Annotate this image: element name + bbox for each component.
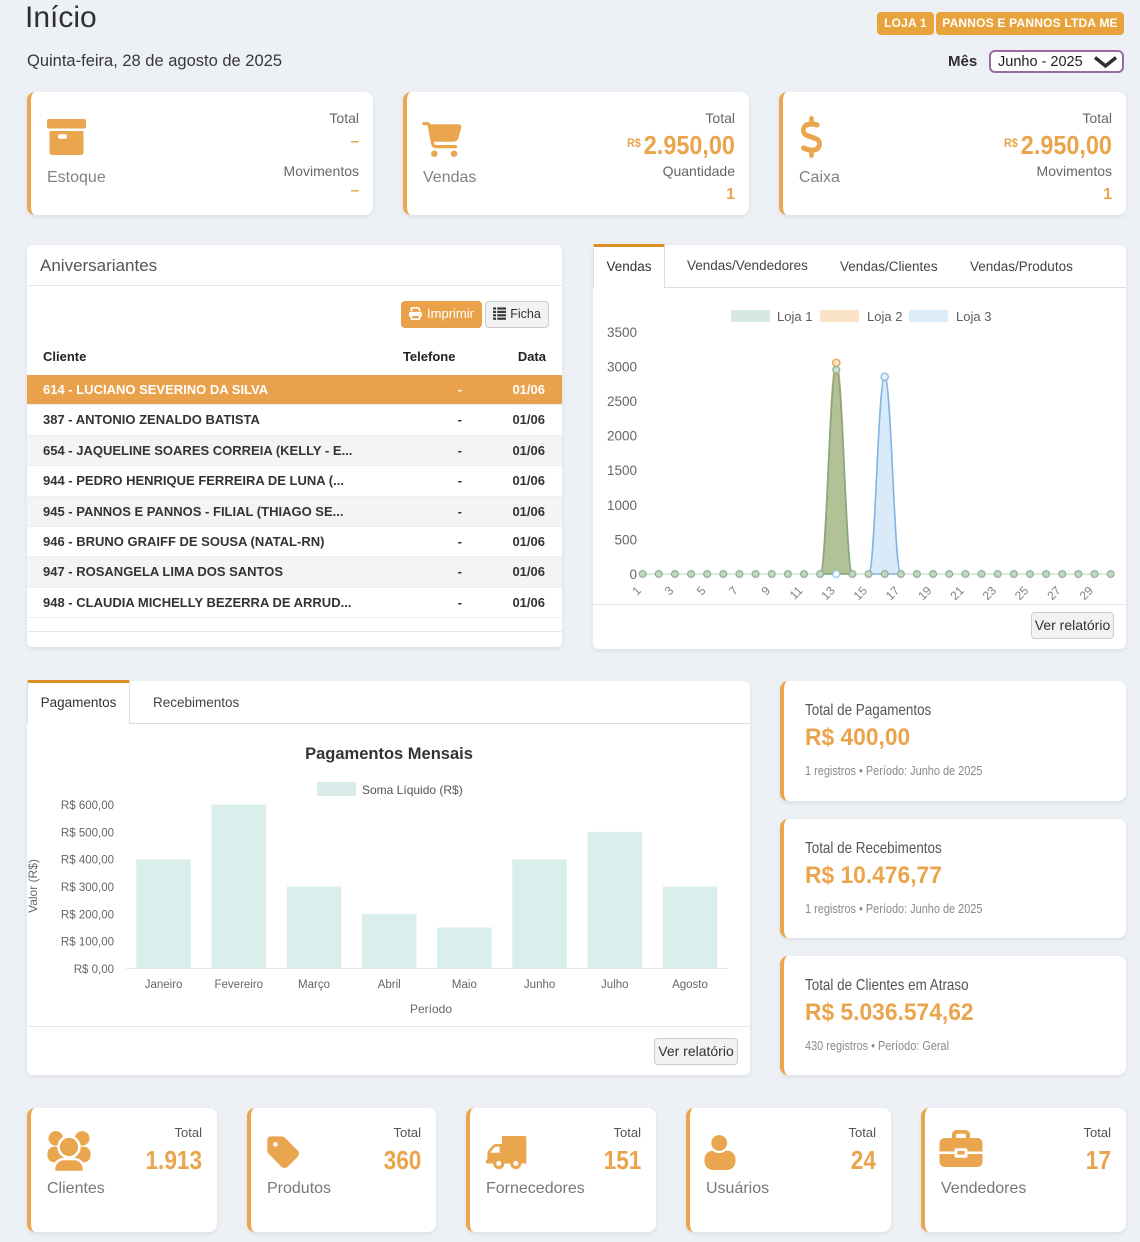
svg-text:15: 15 — [851, 583, 871, 603]
svg-text:1500: 1500 — [607, 463, 637, 478]
svg-text:R$ 100,00: R$ 100,00 — [61, 937, 114, 949]
svg-text:R$ 300,00: R$ 300,00 — [61, 882, 114, 894]
svg-text:Julho: Julho — [601, 979, 629, 991]
svg-text:R$ 500,00: R$ 500,00 — [61, 827, 114, 839]
svg-text:25: 25 — [1012, 583, 1032, 603]
svg-text:7: 7 — [726, 583, 741, 598]
svg-text:2500: 2500 — [607, 394, 637, 409]
svg-text:Abril: Abril — [378, 979, 401, 991]
svg-text:1: 1 — [629, 583, 644, 598]
svg-text:3000: 3000 — [607, 359, 637, 374]
svg-text:27: 27 — [1044, 583, 1064, 603]
svg-text:R$ 0,00: R$ 0,00 — [74, 964, 114, 976]
svg-text:Loja 2: Loja 2 — [867, 309, 902, 324]
svg-text:29: 29 — [1077, 583, 1097, 603]
svg-text:0: 0 — [629, 567, 637, 582]
svg-text:R$ 200,00: R$ 200,00 — [61, 909, 114, 921]
svg-text:Março: Março — [298, 979, 330, 991]
svg-text:Loja 3: Loja 3 — [956, 309, 991, 324]
svg-text:5: 5 — [694, 583, 709, 598]
svg-text:Maio: Maio — [452, 979, 477, 991]
svg-text:17: 17 — [883, 583, 903, 603]
svg-text:19: 19 — [915, 583, 935, 603]
svg-text:2000: 2000 — [607, 429, 637, 444]
svg-text:21: 21 — [947, 583, 967, 603]
svg-text:Pagamentos Mensais: Pagamentos Mensais — [305, 745, 473, 763]
svg-text:13: 13 — [818, 583, 838, 603]
svg-text:R$ 400,00: R$ 400,00 — [61, 855, 114, 867]
svg-text:Junho: Junho — [524, 979, 555, 991]
svg-text:11: 11 — [787, 583, 806, 602]
svg-text:Período: Período — [410, 1002, 452, 1016]
svg-text:3: 3 — [662, 583, 677, 598]
svg-text:500: 500 — [614, 532, 637, 547]
svg-text:Loja 1: Loja 1 — [777, 309, 812, 324]
svg-text:23: 23 — [980, 583, 1000, 603]
svg-text:Soma Líquido (R$): Soma Líquido (R$) — [362, 783, 463, 797]
svg-text:3500: 3500 — [607, 325, 637, 340]
svg-text:Fevereiro: Fevereiro — [215, 979, 264, 991]
svg-text:1000: 1000 — [607, 498, 637, 513]
svg-text:Valor (R$): Valor (R$) — [27, 859, 40, 913]
svg-text:Janeiro: Janeiro — [145, 979, 183, 991]
svg-text:Agosto: Agosto — [672, 979, 708, 991]
svg-text:9: 9 — [759, 583, 774, 598]
svg-text:R$ 600,00: R$ 600,00 — [61, 800, 114, 812]
